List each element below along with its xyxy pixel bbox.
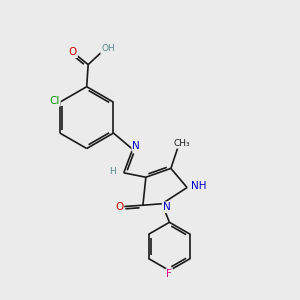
Text: H: H [109, 167, 116, 176]
Text: N: N [132, 141, 140, 151]
Text: O: O [115, 202, 124, 212]
Text: NH: NH [190, 181, 206, 191]
Text: F: F [167, 269, 172, 279]
Text: OH: OH [101, 44, 115, 53]
Text: Cl: Cl [50, 96, 60, 106]
Text: N: N [163, 202, 170, 212]
Text: O: O [69, 47, 77, 57]
Text: CH₃: CH₃ [173, 139, 190, 148]
